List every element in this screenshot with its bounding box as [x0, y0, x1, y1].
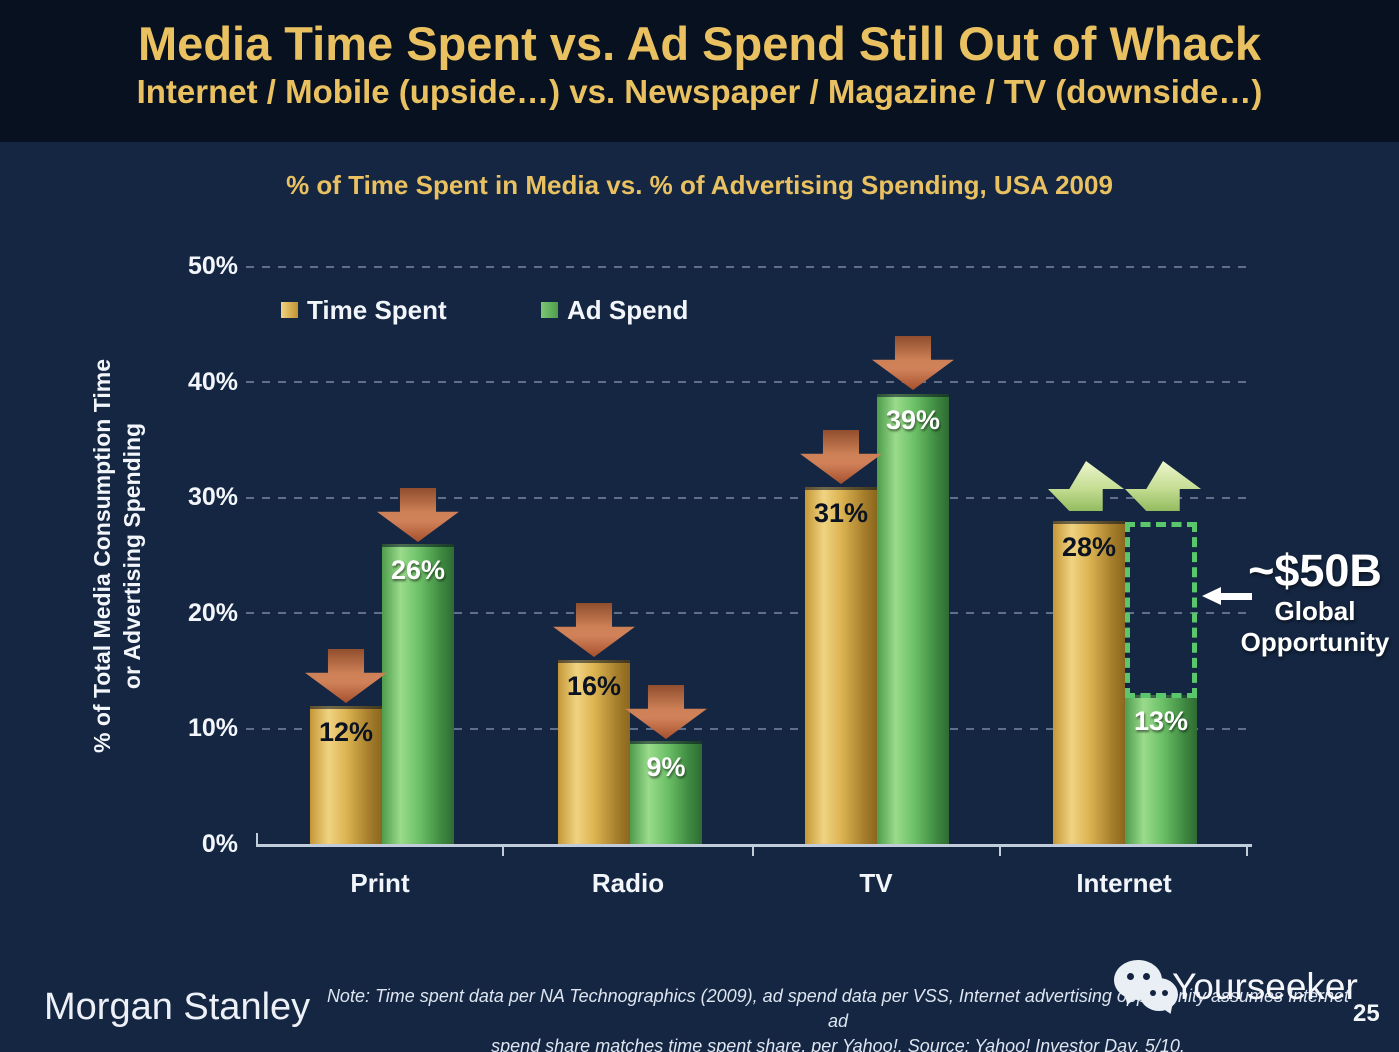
bar-internet-ad-spend: 13% — [1125, 694, 1197, 845]
opportunity-caption-line1: Global — [1274, 596, 1356, 626]
category-label-print: Print — [350, 868, 410, 898]
legend-item-time-spent: Time Spent — [281, 294, 447, 325]
y-tick-50: 50% — [187, 252, 238, 280]
bar-value-label: 39% — [885, 405, 941, 436]
gridline-10 — [246, 728, 1254, 730]
wechat-eye — [1150, 990, 1156, 996]
legend-swatch-ad-spend — [541, 302, 558, 318]
page-subtitle: Internet / Mobile (upside…) vs. Newspape… — [136, 73, 1263, 110]
y-tick-10: 10% — [187, 714, 238, 742]
y-axis-title-line1: % of Total Media Consumption Time — [89, 359, 115, 753]
x-tick-4 — [1246, 847, 1248, 856]
wechat-eye — [1127, 973, 1134, 980]
left-arrow-icon — [1202, 585, 1252, 612]
y-tick-30: 30% — [187, 483, 238, 511]
y-tick-20: 20% — [187, 599, 238, 627]
y-tick-40: 40% — [187, 368, 238, 396]
watermark: Yourseeker — [1172, 966, 1358, 1007]
source-note: Note: Time spent data per NA Technograph… — [318, 984, 1358, 1052]
page-number: 25 — [1353, 1000, 1380, 1027]
bar-value-label: 16% — [566, 671, 622, 702]
y-axis-title-line2: or Advertising Spending — [119, 422, 145, 690]
brand-logo: Morgan Stanley — [44, 986, 311, 1028]
wechat-icon — [1114, 958, 1180, 1022]
category-label-radio: Radio — [591, 868, 665, 898]
bar-internet-time-spent: 28% — [1053, 521, 1125, 845]
bar-radio-time-spent: 16% — [558, 660, 630, 845]
bar-tv-time-spent: 31% — [805, 486, 877, 845]
opportunity-gap-box — [1125, 522, 1197, 698]
wechat-eye — [1143, 973, 1150, 980]
plot-area: 12% 26% 16% 9% 31% 39% 28% 13% — [258, 267, 1248, 845]
category-label-tv: TV — [859, 868, 893, 898]
chart-title: % of Time Spent in Media vs. % of Advert… — [286, 170, 1113, 200]
legend-swatch-time-spent — [281, 302, 298, 318]
gridline-40 — [246, 381, 1254, 383]
page-title: Media Time Spent vs. Ad Spend Still Out … — [138, 17, 1261, 70]
gridline-20 — [246, 612, 1254, 614]
x-tick-2 — [752, 847, 754, 856]
category-label-internet: Internet — [1076, 868, 1172, 898]
bar-radio-ad-spend: 9% — [630, 740, 702, 845]
bar-value-label: 12% — [318, 717, 374, 748]
wechat-small-bubble — [1140, 978, 1178, 1011]
bar-value-label: 13% — [1133, 705, 1189, 736]
source-note-line2: spend share matches time spent share, pe… — [491, 1036, 1185, 1052]
bar-print-time-spent: 12% — [310, 706, 382, 845]
header-band: Media Time Spent vs. Ad Spend Still Out … — [0, 0, 1399, 142]
bar-value-label: 9% — [646, 751, 686, 782]
legend-label-time-spent: Time Spent — [307, 294, 447, 325]
x-axis-line — [256, 844, 1252, 847]
gridline-50 — [246, 266, 1254, 268]
x-tick-1 — [502, 847, 504, 856]
bar-print-ad-spend: 26% — [382, 544, 454, 845]
legend-item-ad-spend: Ad Spend — [541, 294, 689, 325]
x-tick-3 — [999, 847, 1001, 856]
opportunity-value: ~$50B — [1248, 545, 1382, 596]
wechat-eye — [1162, 990, 1168, 996]
opportunity-caption-line2: Opportunity — [1240, 627, 1390, 657]
opportunity-annotation: ~$50B Global Opportunity — [1238, 546, 1392, 658]
y-axis-title: % of Total Media Consumption Time or Adv… — [87, 245, 149, 867]
gridline-30 — [246, 497, 1254, 499]
bar-value-label: 31% — [813, 497, 869, 528]
legend-label-ad-spend: Ad Spend — [567, 294, 689, 325]
bar-value-label: 28% — [1061, 532, 1117, 563]
bar-tv-ad-spend: 39% — [877, 394, 949, 845]
bar-value-label: 26% — [390, 555, 446, 586]
source-note-line1: Note: Time spent data per NA Technograph… — [326, 986, 1350, 1031]
y-tick-0: 0% — [201, 830, 238, 858]
axis-corner-tick — [256, 833, 258, 844]
